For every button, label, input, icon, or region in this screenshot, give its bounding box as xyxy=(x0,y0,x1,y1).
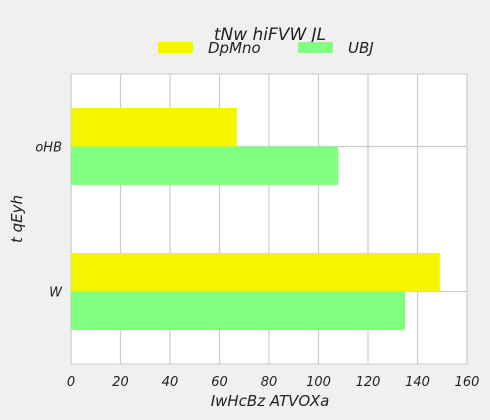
x-ticks: 0 20 40 60 80 100 120 140 160 xyxy=(67,375,480,390)
x-tick-label: 40 xyxy=(162,375,179,390)
x-tick-label: 80 xyxy=(261,375,278,390)
y-tick-label: W xyxy=(49,286,63,301)
y-ticks: oHB W xyxy=(35,141,63,301)
x-tick-label: 100 xyxy=(306,375,331,390)
legend-label-dpmno: DpMno xyxy=(208,39,261,57)
bars xyxy=(71,108,440,330)
legend: DpMno UBJ xyxy=(158,39,374,57)
bar-ubj-w xyxy=(71,291,406,330)
legend-swatch-dpmno xyxy=(158,42,193,53)
y-axis-label: t qEyh xyxy=(8,195,26,243)
x-axis-label: IwHcBz ATVOXa xyxy=(211,392,330,410)
x-tick-label: 0 xyxy=(67,375,75,390)
x-tick-label: 160 xyxy=(455,375,480,390)
bar-ubj-ohb xyxy=(71,146,339,185)
x-tick-label: 20 xyxy=(112,375,129,390)
x-tick-label: 120 xyxy=(356,375,381,390)
x-tick-label: 140 xyxy=(405,375,430,390)
legend-swatch-ubj xyxy=(298,42,333,53)
y-tick-label: oHB xyxy=(35,141,62,156)
bar-dpmno-w xyxy=(71,253,440,292)
bar-dpmno-ohb xyxy=(71,108,237,147)
legend-label-ubj: UBJ xyxy=(348,39,374,57)
chart-title: tNw hiFVW JL xyxy=(214,25,326,45)
x-tick-label: 60 xyxy=(211,375,228,390)
